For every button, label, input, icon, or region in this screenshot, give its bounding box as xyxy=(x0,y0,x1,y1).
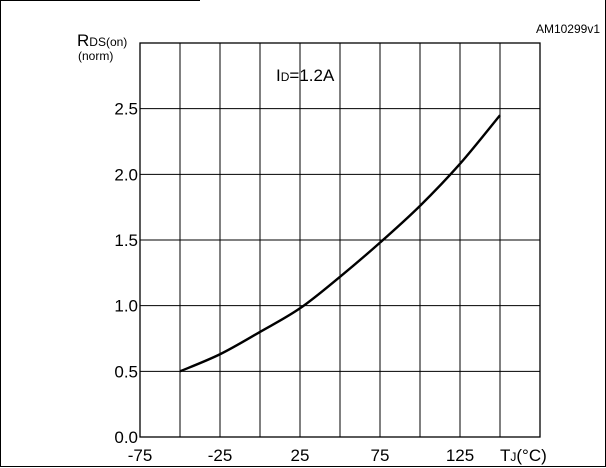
x-tick-label: 125 xyxy=(446,446,474,465)
figure-code: AM10299v1 xyxy=(536,22,600,36)
x-axis-label-unit: (°C) xyxy=(516,446,546,465)
y-tick-label: 2.0 xyxy=(114,165,138,184)
condition-annotation: ID=1.2A xyxy=(276,66,335,85)
x-tick-label: 75 xyxy=(371,446,390,465)
annotation-sub: D xyxy=(281,70,290,84)
x-axis-label-main: T xyxy=(500,446,510,465)
x-tick-label: -25 xyxy=(208,446,233,465)
x-axis-label: TJ(°C) xyxy=(500,446,547,465)
x-tick-label: -75 xyxy=(128,446,153,465)
grid xyxy=(140,43,540,437)
series-line xyxy=(179,114,501,373)
y-tick-label: 2.5 xyxy=(114,100,138,119)
y-tick-labels: 0.0 0.5 1.0 1.5 2.0 2.5 xyxy=(114,100,138,447)
x-tick-labels: -75 -25 25 75 125 xyxy=(128,446,474,465)
annotation-main: I xyxy=(276,66,281,85)
plot-border xyxy=(139,42,541,438)
y-tick-label: 0.5 xyxy=(114,362,138,381)
x-axis-label-sub: J xyxy=(510,450,516,464)
y-tick-label: 1.0 xyxy=(114,297,138,316)
frame-top-edge xyxy=(0,0,200,1)
y-axis-label-sub: DS(on) xyxy=(89,35,127,49)
x-tick-label: 25 xyxy=(291,446,310,465)
annotation-value: =1.2A xyxy=(289,66,335,85)
y-axis-label-main: R xyxy=(77,31,89,50)
y-axis-label: RDS(on) xyxy=(77,31,127,50)
y-tick-label: 1.5 xyxy=(114,231,138,250)
y-axis-unit: (norm) xyxy=(78,49,113,63)
y-tick-label: 0.0 xyxy=(114,428,138,447)
